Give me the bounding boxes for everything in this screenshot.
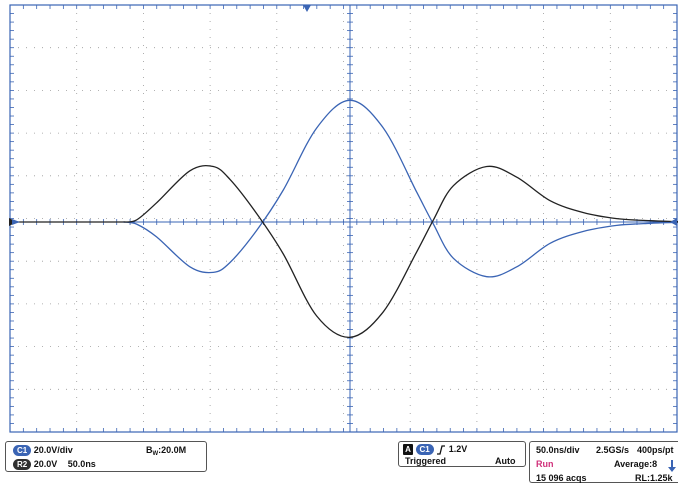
acquisition-count: 15 096 acqs xyxy=(536,473,587,483)
waveform-graticule xyxy=(9,4,678,433)
trigger-sweep-mode: Auto xyxy=(495,456,516,466)
timebase: 50.0ns/div xyxy=(536,445,580,455)
bandwidth-value: :20.0M xyxy=(158,445,187,455)
sample-rate: 2.5GS/s xyxy=(596,445,630,455)
c1-volts-per-div: 20.0V/div xyxy=(33,445,73,455)
bandwidth-limit[interactable]: BW:20.0M xyxy=(146,445,186,457)
trigger-level-marker-icon[interactable] xyxy=(670,218,677,226)
r2-waveform-trace xyxy=(123,164,678,338)
r2-volts: 20.0V xyxy=(33,459,58,469)
c1-scale-row[interactable]: C1 20.0V/div xyxy=(13,445,73,457)
channel-settings-panel[interactable]: C1 20.0V/div BW:20.0M R2 20.0V 50.0ns xyxy=(5,441,207,472)
average-count: Average:8 xyxy=(614,459,658,469)
trigger-source-row[interactable]: A C1 1.2V xyxy=(403,444,468,456)
c1-badge[interactable]: C1 xyxy=(13,445,32,457)
graticule-frame xyxy=(9,4,678,433)
trigger-source-badge[interactable]: C1 xyxy=(415,444,434,456)
trigger-position-marker-icon[interactable] xyxy=(303,5,311,12)
trigger-mode-badge[interactable]: A xyxy=(403,444,413,455)
run-state: Run xyxy=(536,459,554,469)
bandwidth-prefix: B xyxy=(146,445,153,455)
r2-time: 50.0ns xyxy=(67,459,96,469)
record-length: RL:1.25k xyxy=(635,473,673,483)
r2-badge[interactable]: R2 xyxy=(13,459,32,471)
channel-ground-marker-icon[interactable] xyxy=(9,218,20,226)
trigger-status: Triggered xyxy=(405,456,447,466)
rising-edge-icon xyxy=(437,444,446,455)
r2-scale-row[interactable]: R2 20.0V 50.0ns xyxy=(13,459,96,471)
c1-waveform-trace xyxy=(123,99,678,278)
trigger-panel[interactable]: A C1 1.2V Triggered Auto xyxy=(398,441,526,467)
acquisition-panel[interactable]: 50.0ns/div 2.5GS/s 400ps/pt Run Average:… xyxy=(529,441,678,483)
trigger-level: 1.2V xyxy=(448,444,468,454)
trace-layer xyxy=(10,99,678,338)
acquisition-arrow-icon xyxy=(668,460,676,472)
bandwidth-sub: W xyxy=(152,451,159,457)
resolution: 400ps/pt xyxy=(637,445,674,455)
